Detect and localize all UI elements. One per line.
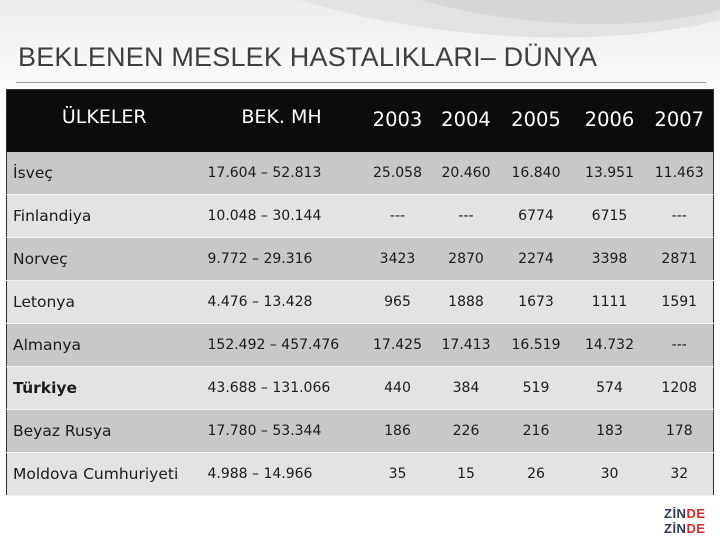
year-value-cell: 17.413 xyxy=(433,323,499,367)
expected-range-cell: 10.048 – 30.144 xyxy=(201,194,362,238)
year-value-cell: 1111 xyxy=(573,280,646,324)
header-year-2007: 2007 xyxy=(654,108,705,131)
header-year-2004: 2004 xyxy=(441,108,491,131)
year-value-cell: 2274 xyxy=(498,237,574,281)
year-value-cell: 1591 xyxy=(645,280,714,324)
expected-range-cell: 17.604 – 52.813 xyxy=(201,151,362,195)
year-value-cell: 226 xyxy=(433,409,499,453)
year-value-cell: 30 xyxy=(573,452,646,496)
year-value-cell: 183 xyxy=(573,409,646,453)
year-value-cell: 519 xyxy=(498,366,574,410)
year-value-cell: 178 xyxy=(645,409,714,453)
table-header-row: ÜLKELER BEK. MH 2003 2004 2005 2006 2007 xyxy=(6,89,714,152)
year-value-cell: 13.951 xyxy=(573,151,646,195)
year-value-cell: 17.425 xyxy=(361,323,434,367)
year-value-cell: 35 xyxy=(361,452,434,496)
year-value-cell: 3423 xyxy=(361,237,434,281)
table-row: İsveç 17.604 – 52.813 25.058 20.460 16.840 13… xyxy=(6,151,714,195)
header-year-2006: 2006 xyxy=(584,108,635,131)
year-value-cell: 16.840 xyxy=(498,151,574,195)
year-value-cell: --- xyxy=(361,194,434,238)
year-value-cell: 440 xyxy=(361,366,434,410)
year-value-cell: 14.732 xyxy=(573,323,646,367)
country-cell: Finlandiya xyxy=(6,194,202,238)
year-value-cell: 25.058 xyxy=(361,151,434,195)
year-value-cell: --- xyxy=(433,194,499,238)
header-year-2005: 2005 xyxy=(511,108,561,131)
year-value-cell: 384 xyxy=(433,366,499,410)
country-cell: Moldova Cumhuriyeti xyxy=(6,452,202,496)
year-value-cell: 186 xyxy=(361,409,434,453)
year-value-cell: 15 xyxy=(433,452,499,496)
year-value-cell: 20.460 xyxy=(433,151,499,195)
zinde-logo: ZİNDE ZİNDE xyxy=(664,506,706,536)
year-value-cell: 26 xyxy=(498,452,574,496)
year-value-cell: 965 xyxy=(361,280,434,324)
expected-range-cell: 4.476 – 13.428 xyxy=(201,280,362,324)
table-row: Letonya 4.476 – 13.428 965 1888 1673 1111 1591 xyxy=(6,280,714,324)
table-row: Almanya 152.492 – 457.476 17.425 17.413 16.5… xyxy=(6,323,714,367)
year-value-cell: 1888 xyxy=(433,280,499,324)
expected-range-cell: 4.988 – 14.966 xyxy=(201,452,362,496)
header-year-2003: 2003 xyxy=(372,108,423,131)
year-value-cell: --- xyxy=(645,194,714,238)
country-cell: Norveç xyxy=(6,237,202,281)
year-value-cell: 6774 xyxy=(498,194,574,238)
year-value-cell: 2870 xyxy=(433,237,499,281)
country-cell: Almanya xyxy=(6,323,202,367)
year-value-cell: 2871 xyxy=(645,237,714,281)
expected-range-cell: 43.688 – 131.066 xyxy=(201,366,362,410)
year-value-cell: 16.519 xyxy=(498,323,574,367)
year-value-cell: 3398 xyxy=(573,237,646,281)
expected-range-cell: 9.772 – 29.316 xyxy=(201,237,362,281)
table-row: Beyaz Rusya 17.780 – 53.344 186 226 216 183 17… xyxy=(6,409,714,453)
country-cell: Letonya xyxy=(6,280,202,324)
country-cell: Beyaz Rusya xyxy=(6,409,202,453)
year-value-cell: 1673 xyxy=(498,280,574,324)
table-row: Norveç 9.772 – 29.316 3423 2870 2274 3398 2871 xyxy=(6,237,714,281)
table-row: Türkiye 43.688 – 131.066 440 384 519 574 1208 xyxy=(6,366,714,410)
table-body: İsveç 17.604 – 52.813 25.058 20.460 16.840 13… xyxy=(6,151,714,496)
slide-title: BEKLENEN MESLEK HASTALIKLARI– DÜNYA xyxy=(18,42,598,72)
year-value-cell: --- xyxy=(645,323,714,367)
expected-range-cell: 17.780 – 53.344 xyxy=(201,409,362,453)
country-cell: İsveç xyxy=(6,151,202,195)
country-cell: Türkiye xyxy=(6,366,202,410)
year-value-cell: 574 xyxy=(573,366,646,410)
occupational-disease-table: ÜLKELER BEK. MH 2003 2004 2005 2006 2007… xyxy=(6,89,714,496)
header-range: BEK. MH xyxy=(241,106,322,128)
year-value-cell: 216 xyxy=(498,409,574,453)
header-country: ÜLKELER xyxy=(61,106,147,128)
year-value-cell: 32 xyxy=(645,452,714,496)
expected-range-cell: 152.492 – 457.476 xyxy=(201,323,362,367)
table-row: Finlandiya 10.048 – 30.144 --- --- 6774 6715-… xyxy=(6,194,714,238)
year-value-cell: 1208 xyxy=(645,366,714,410)
year-value-cell: 6715 xyxy=(573,194,646,238)
table-row: Moldova Cumhuriyeti 4.988 – 14.966 35 15 26 3… xyxy=(6,452,714,496)
title-divider xyxy=(16,82,706,83)
year-value-cell: 11.463 xyxy=(645,151,714,195)
